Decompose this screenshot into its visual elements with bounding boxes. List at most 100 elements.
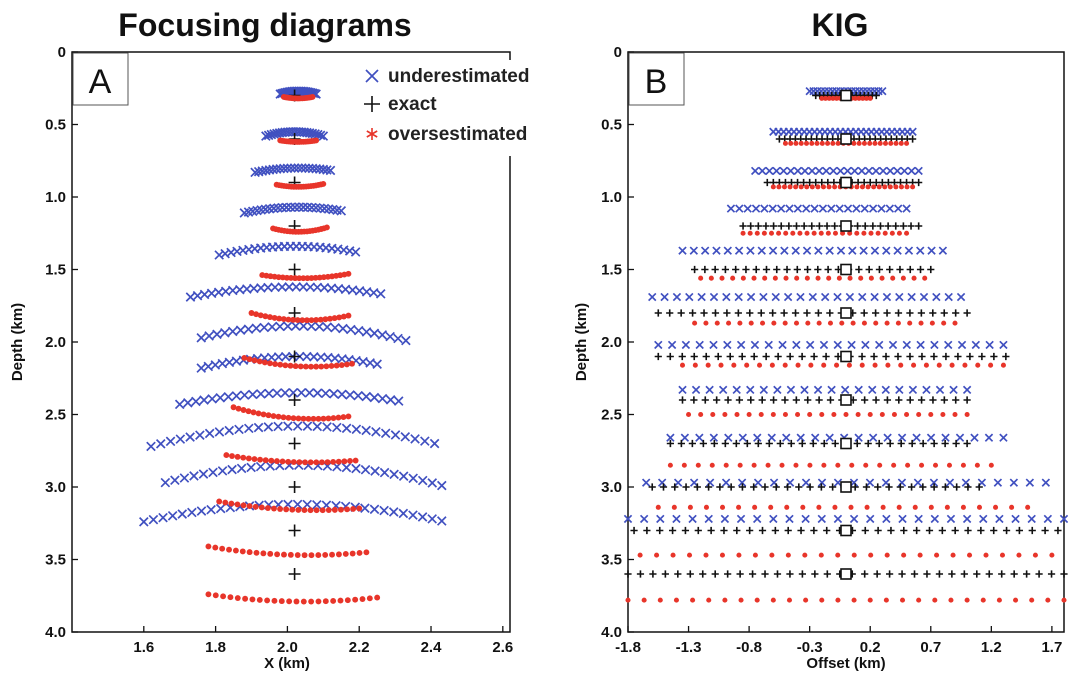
panel-a-point-underestimated [292,421,303,431]
legend-background [352,60,572,156]
panel-b-point-oversestimated [832,184,838,190]
panel-b-point-oversestimated [722,411,728,418]
panel-b-point-underestimated [718,385,728,395]
panel-b-exact-square [840,394,852,406]
panel-a-point-oversestimated [330,598,337,604]
panel-a-point-oversestimated [359,596,366,602]
panel-b-point-oversestimated [858,275,864,281]
panel-b-point-oversestimated [910,184,916,190]
panel-b-exact-square [840,481,852,493]
panel-a-point-underestimated [165,436,176,447]
panel-b-point-exact [750,352,758,361]
panel-b-point-exact [869,222,877,230]
panel-a-ytick-label: 2.0 [45,334,66,351]
panel-a-point-underestimated [170,475,180,486]
panel-a-point-underestimated [215,503,226,514]
panel-a-point-oversestimated [352,457,359,464]
panel-b-exact-square [840,524,852,537]
panel-b-point-underestimated [993,478,1003,487]
panel-b-point-oversestimated [941,320,947,326]
panel-b-point-exact [829,483,837,491]
panel-b-point-exact [897,439,905,448]
panel-b-point-oversestimated [891,411,897,418]
panel-a-point-oversestimated [234,501,241,508]
panel-b-title: KIG [812,7,869,43]
panel-a-point-underestimated [196,506,207,516]
panel-b-point-exact [815,396,823,404]
panel-b-point-underestimated [902,204,911,213]
panel-b-point-underestimated [850,166,859,176]
panel-a-point-underestimated [285,202,296,213]
panel-b-point-oversestimated [905,462,911,468]
panel-a-point-oversestimated [300,598,307,605]
panel-b-point-exact [686,570,694,578]
panel-b-point-oversestimated [1025,504,1031,510]
panel-b-point-exact [906,265,914,274]
panel-b-point-oversestimated [898,140,904,146]
panel-a-point-oversestimated [331,315,338,322]
legend-marker-underestimated [365,69,379,83]
panel-b-point-oversestimated [855,411,861,418]
panel-b-point-oversestimated [851,597,857,603]
panel-b-point-underestimated [941,433,950,442]
panel-b-point-exact [935,570,944,578]
panel-b-point-underestimated [736,514,746,524]
panel-b-point-exact [721,439,729,448]
panel-a-point-oversestimated [356,550,363,556]
panel-b-point-underestimated [802,246,812,255]
panel-b-point-exact [948,570,956,578]
panel-b-point-oversestimated [737,462,743,468]
panel-b-point-oversestimated [747,230,753,236]
panel-b-point-oversestimated [873,320,879,326]
panel-b-point-exact [690,352,698,361]
panel-a-point-underestimated [220,327,230,338]
panel-a-point-underestimated [236,463,247,474]
panel-b-point-exact [754,439,762,448]
panel-a-point-oversestimated [261,359,268,366]
panel-a-point-oversestimated [301,507,308,514]
panel-b-point-underestimated [785,204,794,213]
panel-b-point-exact [738,352,746,361]
panel-b-point-oversestimated [859,184,865,190]
panel-a-point-oversestimated [341,458,348,465]
panel-b-point-oversestimated [804,230,810,236]
panel-b-point-exact [666,309,674,317]
panel-a-point-underestimated [227,326,238,337]
panel-a-point-oversestimated [240,454,247,461]
panel-b-point-exact [917,309,925,317]
panel-a-point-oversestimated [287,551,294,558]
panel-b-point-oversestimated [919,462,925,468]
panel-b-point-oversestimated [722,597,728,603]
panel-b-point-exact [702,352,710,361]
panel-b-point-underestimated [654,340,663,350]
panel-b-point-underestimated [849,514,859,524]
panel-a-point-underestimated [210,360,221,370]
panel-a-point-oversestimated [294,552,301,558]
panel-a-point-underestimated [206,504,216,515]
panel-b-point-oversestimated [760,320,766,326]
panel-b-ylabel: Depth (km) [573,303,590,381]
panel-a-point-oversestimated [324,459,331,466]
panel-b-point-underestimated [893,246,902,255]
panel-b-exact-square [840,437,852,450]
panel-a-point-underestimated [369,328,380,339]
panel-b-point-underestimated [829,166,838,176]
panel-b-point-oversestimated [879,275,885,281]
panel-b-point-oversestimated [776,184,782,190]
panel-b-point-exact [1035,570,1043,578]
panel-a-point-underestimated [231,391,242,401]
panel-a-point-oversestimated [319,507,326,514]
panel-b-point-exact [985,570,993,578]
panel-b-point-exact [860,309,868,317]
panel-a-point-underestimated [350,247,361,257]
panel-a-point-underestimated [223,391,234,402]
panel-b-point-exact [940,309,948,317]
panel-a-title: Focusing diagrams [118,7,411,43]
panel-b-point-exact [917,396,926,404]
panel-b-point-exact [820,439,828,448]
panel-b-exact-square [840,220,852,232]
panel-b-point-oversestimated [835,552,841,558]
panel-a-point-underestimated [253,422,264,433]
panel-b-point-exact [636,570,645,578]
panel-b-point-oversestimated [916,411,922,418]
